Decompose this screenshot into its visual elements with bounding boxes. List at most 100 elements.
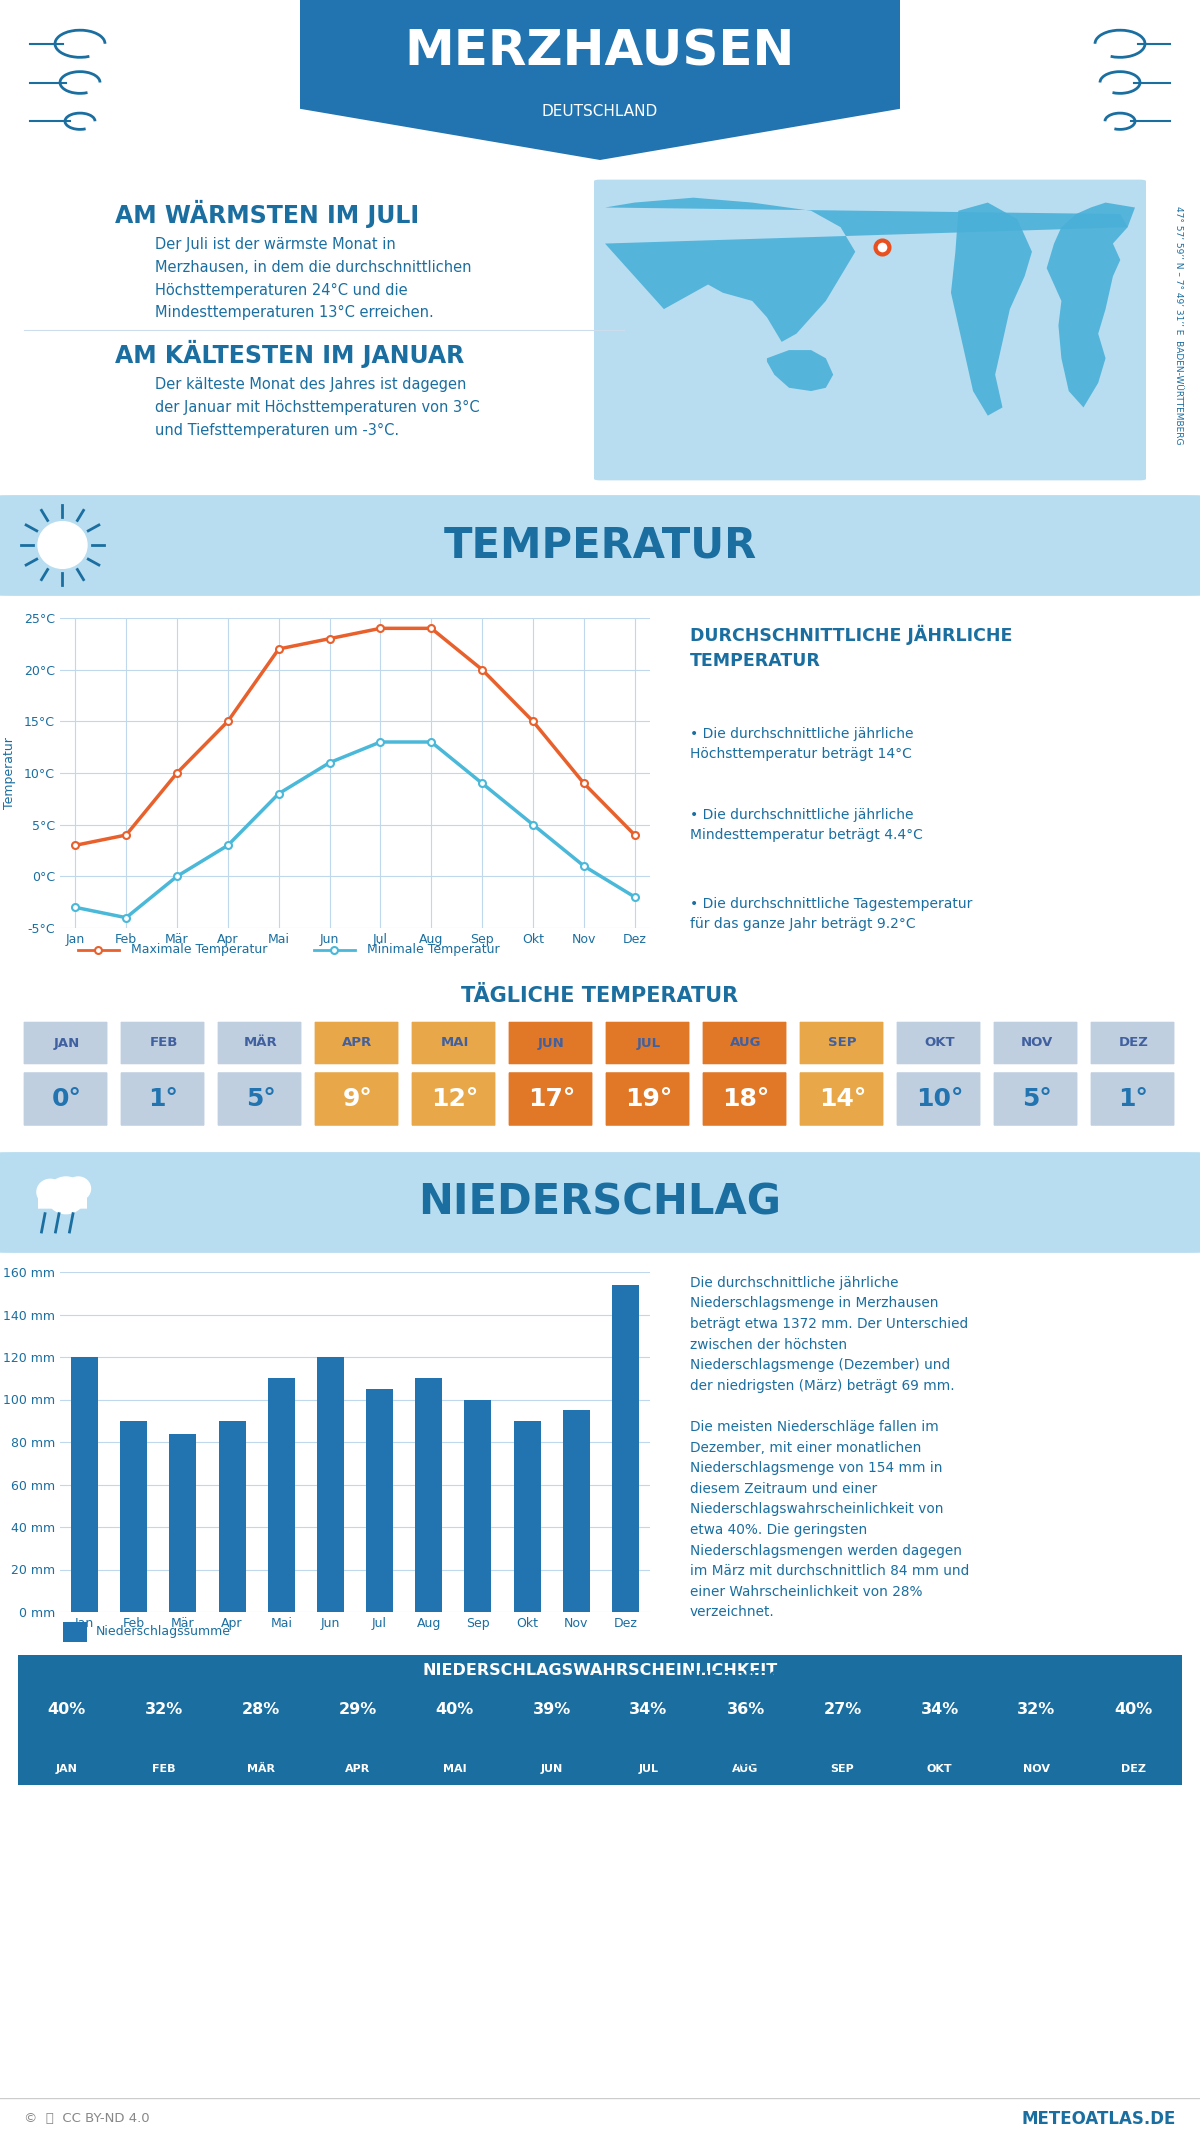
Text: 5°: 5° (1021, 1087, 1051, 1111)
Text: Der kälteste Monat des Jahres ist dagegen
der Januar mit Höchsttemperaturen von : Der kälteste Monat des Jahres ist dagege… (155, 377, 480, 439)
Text: FEB: FEB (151, 1763, 175, 1774)
Text: • Schnee: 12%: • Schnee: 12% (690, 1755, 799, 1770)
Text: JAN: JAN (53, 1036, 79, 1049)
Text: NIEDERSCHLAG NACH TYP: NIEDERSCHLAG NACH TYP (690, 1671, 926, 1686)
Text: 27%: 27% (823, 1701, 862, 1716)
FancyBboxPatch shape (798, 1070, 886, 1128)
Text: JUN: JUN (538, 1036, 565, 1049)
Text: 40%: 40% (436, 1701, 474, 1716)
Polygon shape (1046, 203, 1135, 407)
Text: 0°: 0° (52, 1087, 82, 1111)
Text: 1°: 1° (149, 1087, 179, 1111)
Text: 34%: 34% (920, 1701, 959, 1716)
Text: MAI: MAI (443, 1763, 467, 1774)
Text: Die durchschnittliche jährliche
Niederschlagsmenge in Merzhausen
beträgt etwa 13: Die durchschnittliche jährliche Niedersc… (690, 1275, 970, 1620)
FancyBboxPatch shape (992, 1070, 1079, 1128)
Text: 18°: 18° (722, 1087, 769, 1111)
Text: 10°: 10° (916, 1087, 964, 1111)
FancyBboxPatch shape (313, 1021, 400, 1066)
Text: 34%: 34% (629, 1701, 667, 1716)
Text: 5°: 5° (246, 1087, 276, 1111)
Bar (514, 1421, 541, 1611)
FancyBboxPatch shape (313, 1070, 400, 1128)
FancyBboxPatch shape (895, 1070, 982, 1128)
Text: Maximale Temperatur: Maximale Temperatur (131, 944, 268, 957)
Text: Der Juli ist der wärmste Monat in
Merzhausen, in dem die durchschnittlichen
Höch: Der Juli ist der wärmste Monat in Merzha… (155, 238, 472, 321)
FancyBboxPatch shape (594, 180, 1146, 479)
Text: SEP: SEP (830, 1763, 854, 1774)
Circle shape (37, 1179, 64, 1205)
Text: • Die durchschnittliche jährliche
Mindesttemperatur beträgt 4.4°C: • Die durchschnittliche jährliche Mindes… (690, 809, 923, 843)
Text: DURCHSCHNITTLICHE JÄHRLICHE
TEMPERATUR: DURCHSCHNITTLICHE JÄHRLICHE TEMPERATUR (690, 625, 1012, 670)
Text: 19°: 19° (625, 1087, 672, 1111)
Text: 39%: 39% (533, 1701, 571, 1716)
FancyBboxPatch shape (798, 1021, 886, 1066)
Text: TEMPERATUR: TEMPERATUR (443, 524, 757, 567)
Text: JUN: JUN (540, 1763, 563, 1774)
Text: DEUTSCHLAND: DEUTSCHLAND (542, 105, 658, 120)
FancyBboxPatch shape (895, 1021, 982, 1066)
FancyBboxPatch shape (119, 1021, 206, 1066)
Text: 1°: 1° (1118, 1087, 1148, 1111)
Text: 14°: 14° (818, 1087, 866, 1111)
FancyBboxPatch shape (506, 1070, 594, 1128)
Bar (218, 1421, 246, 1611)
Text: 28%: 28% (241, 1701, 280, 1716)
Text: APR: APR (344, 1763, 370, 1774)
Text: AM WÄRMSTEN IM JULI: AM WÄRMSTEN IM JULI (115, 199, 419, 229)
Text: 36%: 36% (726, 1701, 764, 1716)
Circle shape (38, 522, 88, 569)
FancyBboxPatch shape (38, 1194, 86, 1209)
Text: • Die durchschnittliche Tagestemperatur
für das ganze Jahr beträgt 9.2°C: • Die durchschnittliche Tagestemperatur … (690, 897, 972, 931)
Text: 29%: 29% (338, 1701, 377, 1716)
Text: APR: APR (342, 1036, 373, 1049)
FancyBboxPatch shape (0, 494, 1200, 595)
Text: JUL: JUL (636, 1036, 660, 1049)
Text: FEB: FEB (149, 1036, 178, 1049)
Text: NOV: NOV (1020, 1036, 1052, 1049)
Bar (120, 1421, 148, 1611)
Text: 12°: 12° (431, 1087, 478, 1111)
Text: MAI: MAI (440, 1036, 469, 1049)
Bar (317, 1357, 344, 1611)
Text: 9°: 9° (342, 1087, 372, 1111)
FancyBboxPatch shape (410, 1021, 497, 1066)
Polygon shape (767, 351, 833, 392)
FancyBboxPatch shape (992, 1021, 1079, 1066)
Bar (464, 1400, 492, 1611)
Text: AUG: AUG (732, 1763, 758, 1774)
Circle shape (47, 1177, 85, 1213)
Text: • Die durchschnittliche jährliche
Höchsttemperatur beträgt 14°C: • Die durchschnittliche jährliche Höchst… (690, 728, 913, 762)
FancyBboxPatch shape (64, 1622, 88, 1641)
Polygon shape (300, 0, 900, 160)
Text: 17°: 17° (528, 1087, 575, 1111)
FancyBboxPatch shape (410, 1070, 497, 1128)
Text: JAN: JAN (55, 1763, 78, 1774)
Text: AM KÄLTESTEN IM JANUAR: AM KÄLTESTEN IM JANUAR (115, 340, 464, 368)
Text: 40%: 40% (47, 1701, 85, 1716)
Text: TÄGLICHE TEMPERATUR: TÄGLICHE TEMPERATUR (462, 987, 738, 1006)
Text: AUG: AUG (730, 1036, 761, 1049)
FancyBboxPatch shape (0, 1151, 1200, 1252)
Bar (268, 1378, 295, 1611)
FancyBboxPatch shape (22, 1070, 109, 1128)
Text: Minimale Temperatur: Minimale Temperatur (367, 944, 499, 957)
Y-axis label: Temperatur: Temperatur (2, 736, 16, 809)
Text: NIEDERSCHLAG: NIEDERSCHLAG (419, 1181, 781, 1224)
Text: METEOATLAS.DE: METEOATLAS.DE (1021, 2110, 1176, 2127)
Polygon shape (605, 197, 1128, 342)
FancyBboxPatch shape (604, 1070, 691, 1128)
Bar (71, 1357, 98, 1611)
Text: SEP: SEP (828, 1036, 857, 1049)
Text: MERZHAUSEN: MERZHAUSEN (404, 28, 796, 75)
FancyBboxPatch shape (119, 1070, 206, 1128)
Text: 47° 57’ 59’’ N – 7° 49’ 31’’ E  BADEN-WÜRTTEMBERG: 47° 57’ 59’’ N – 7° 49’ 31’’ E BADEN-WÜR… (1175, 205, 1183, 445)
Text: ©  ⓘ  CC BY-ND 4.0: © ⓘ CC BY-ND 4.0 (24, 2112, 150, 2125)
FancyBboxPatch shape (701, 1070, 788, 1128)
Text: 40%: 40% (1115, 1701, 1153, 1716)
FancyBboxPatch shape (506, 1021, 594, 1066)
Bar (563, 1410, 589, 1611)
Text: JUL: JUL (638, 1763, 659, 1774)
Text: DEZ: DEZ (1121, 1763, 1146, 1774)
Bar (366, 1389, 394, 1611)
